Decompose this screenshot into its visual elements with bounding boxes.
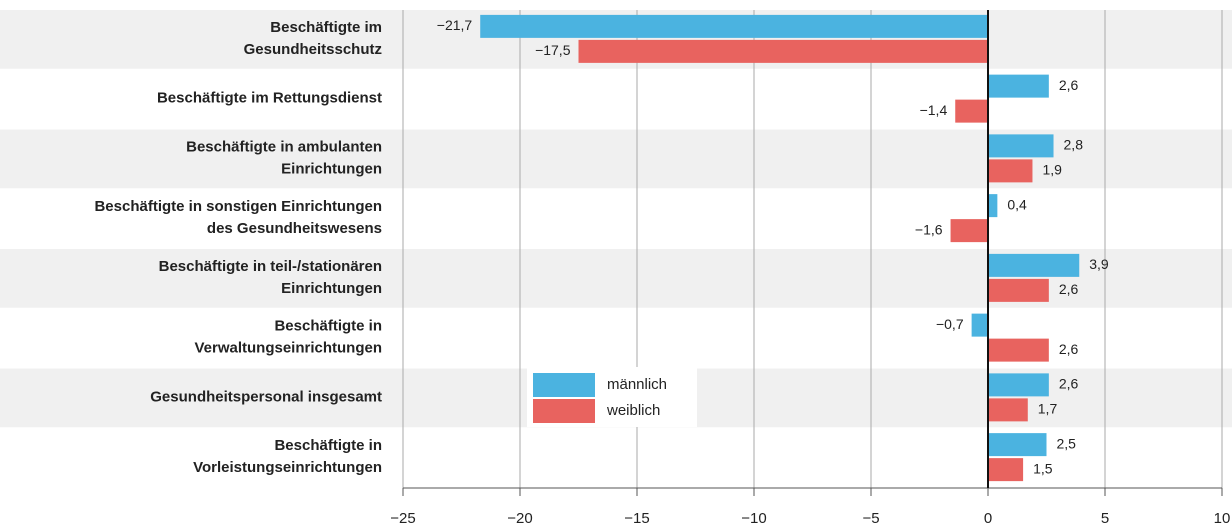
x-tick-label: −15 [624, 510, 649, 527]
category-label: Beschäftigte in ambulanten [186, 138, 382, 155]
category-label: Einrichtungen [281, 160, 382, 177]
bar [988, 253, 1080, 277]
x-tick-label: 0 [984, 510, 992, 527]
category-label: Einrichtungen [281, 280, 382, 297]
value-label: 2,6 [1059, 77, 1079, 93]
value-label: 1,5 [1033, 460, 1053, 476]
value-label: 2,6 [1059, 341, 1079, 357]
legend-label: männlich [607, 376, 667, 393]
legend-label: weiblich [606, 402, 660, 419]
bar [988, 338, 1049, 362]
category-label: Vorleistungseinrichtungen [193, 459, 382, 476]
bar [988, 398, 1028, 422]
category-label: Gesundheitspersonal insgesamt [150, 388, 382, 405]
bar [988, 458, 1024, 482]
bar [988, 134, 1054, 158]
bar [971, 313, 988, 337]
legend-swatch [533, 399, 595, 423]
x-tick-label: 5 [1101, 510, 1109, 527]
bar [988, 373, 1049, 397]
x-tick-label: −5 [862, 510, 879, 527]
value-label: −0,7 [936, 316, 964, 332]
category-label: Gesundheitsschutz [244, 41, 382, 58]
bar [988, 433, 1047, 457]
category-label: Beschäftigte in sonstigen Einrichtungen [94, 198, 382, 215]
value-label: 0,4 [1007, 196, 1027, 212]
x-tick-label: −25 [390, 510, 415, 527]
value-label: −17,5 [535, 42, 571, 58]
bar [480, 14, 988, 38]
bar [988, 278, 1049, 302]
category-label: Beschäftigte in [274, 318, 382, 335]
category-label: Verwaltungseinrichtungen [194, 340, 382, 357]
x-tick-label: −20 [507, 510, 532, 527]
category-label: Beschäftigte im Rettungsdienst [157, 90, 382, 107]
value-label: −1,4 [920, 102, 948, 118]
value-label: 2,6 [1059, 376, 1079, 392]
bar [578, 39, 988, 63]
x-tick-label: 10 [1214, 510, 1231, 527]
bar [955, 99, 988, 123]
category-label: Beschäftigte in teil-/stationären [159, 258, 382, 275]
value-label: −1,6 [915, 221, 943, 237]
bar [988, 194, 998, 218]
value-label: 2,5 [1057, 435, 1077, 451]
value-label: −21,7 [437, 17, 473, 33]
value-label: 1,7 [1038, 401, 1058, 417]
bar [988, 159, 1033, 183]
bar [988, 74, 1049, 98]
value-label: 2,6 [1059, 281, 1079, 297]
bar [950, 219, 988, 243]
legend-swatch [533, 373, 595, 397]
category-label: Beschäftigte in [274, 437, 382, 454]
x-tick-label: −10 [741, 510, 766, 527]
value-label: 2,8 [1064, 137, 1084, 153]
category-label: Beschäftigte im [270, 19, 382, 36]
value-label: 3,9 [1089, 256, 1109, 272]
category-label: des Gesundheitswesens [207, 220, 382, 237]
value-label: 1,9 [1042, 162, 1062, 178]
